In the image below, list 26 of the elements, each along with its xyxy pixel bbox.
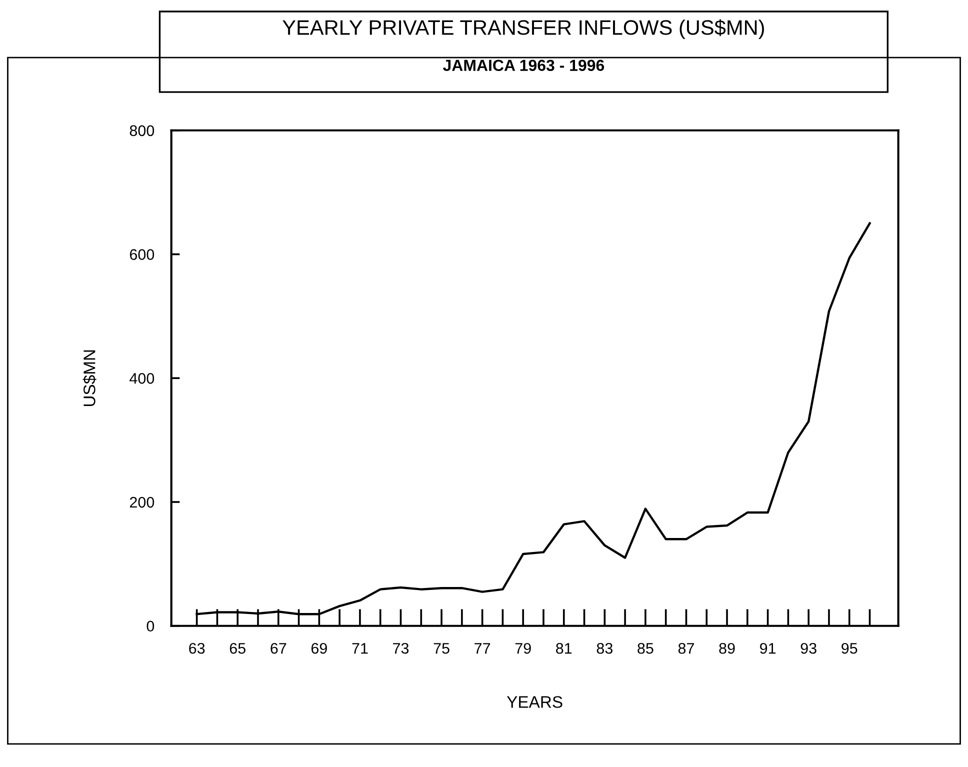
x-tick-label: 69: [311, 642, 327, 654]
x-tick-label: 85: [638, 642, 654, 654]
y-tick-label: 400: [130, 373, 154, 384]
x-tick-label: 63: [189, 642, 205, 654]
x-tick-label: 77: [474, 643, 490, 654]
x-axis-title: YEARS: [506, 696, 562, 708]
x-tick-label: 83: [596, 642, 612, 654]
y-tick-label: 800: [130, 125, 154, 136]
x-tick-label: 67: [270, 642, 286, 654]
x-tick-label: 81: [556, 642, 572, 654]
y-tick-label: 0: [146, 620, 154, 632]
x-tick-label: 89: [719, 642, 735, 654]
x-tick-label: 79: [515, 642, 531, 654]
x-tick-label: 65: [230, 642, 246, 654]
x-tick-label: 71: [352, 643, 368, 654]
y-axis-title: US$MN: [82, 350, 96, 406]
x-tick-label: 91: [760, 642, 776, 654]
x-tick-label: 93: [800, 642, 816, 654]
x-tick-label: 87: [678, 642, 694, 654]
chart-subtitle: JAMAICA 1963 - 1996: [443, 60, 604, 72]
y-tick-label: 600: [130, 249, 154, 260]
x-tick-label: 95: [842, 642, 858, 654]
y-tick-label: 200: [130, 496, 154, 508]
chart-title: YEARLY PRIVATE TRANSFER INFLOWS (US$MN): [282, 19, 764, 40]
x-tick-label: 73: [393, 642, 409, 654]
x-tick-label: 75: [434, 643, 450, 654]
